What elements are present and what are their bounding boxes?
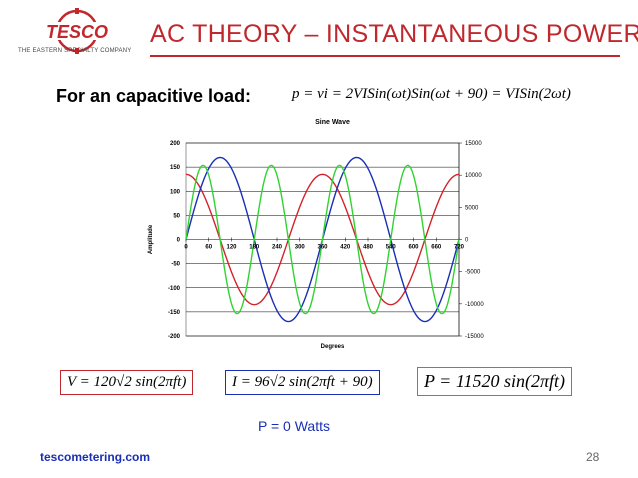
y2-tick-label: 15000 [465,141,482,147]
y-tick-label: 50 [173,213,180,219]
y-axis-label: Amplitude [148,224,154,254]
chart-title: Sine Wave [315,119,350,126]
x-axis-label: Degrees [321,344,345,350]
x-tick-label: 60 [205,245,212,251]
x-tick-label: 360 [317,245,328,251]
x-tick-label: 180 [249,245,260,251]
x-tick-label: 720 [454,245,465,251]
y2-tick-label: 10000 [465,173,482,179]
logo-text: TESCO [46,22,108,42]
x-tick-label: 0 [184,245,188,251]
power-formula: P = 11520 sin(2πft) [417,367,572,396]
y-tick-label: 100 [170,189,181,195]
y-tick-label: 200 [170,141,181,147]
y-tick-label: 0 [177,238,181,244]
subtitle: For an capacitive load: [56,86,252,106]
tesco-logo: TESCO [32,8,122,54]
x-tick-label: 120 [226,245,237,251]
x-tick-label: 480 [363,245,374,251]
y-tick-label: -200 [168,334,181,340]
y-tick-label: -100 [168,286,181,292]
y2-tick-label: 0 [465,238,469,244]
current-formula: I = 96√2 sin(2πft + 90) [225,370,380,395]
sine-wave-chart: 200 150 100 50 0 -50 -100 -150 -200 0 60 120 180 240 3… [148,119,484,350]
x-tick-label: 420 [340,245,351,251]
voltage-formula: V = 120√2 sin(2πft) [60,370,194,395]
x-tick-label: 600 [408,245,419,251]
y2-tick-label: -15000 [465,334,484,340]
chart-labels: 200 150 100 50 0 -50 -100 -150 -200 0 60 120 180 240 3… [148,119,484,350]
power-equation: p = vi = 2VISin(ωt)Sin(ωt + 90) = VISin(… [292,86,571,102]
title-divider [150,55,620,57]
y-tick-label: 150 [170,165,181,171]
y-tick-label: -50 [171,262,180,268]
x-tick-label: 240 [272,245,283,251]
y2-tick-label: 5000 [465,205,479,211]
series-line-3 [185,164,460,315]
chart-grid [185,142,462,337]
y2-tick-label: -10000 [465,302,484,308]
series-line-1 [185,173,460,306]
page-title: AC THEORY – INSTANTANEOUS POWER [150,20,638,48]
x-tick-label: 540 [386,245,397,251]
logo-tagline: THE EASTERN SPECIALTY COMPANY [18,48,132,54]
y2-tick-label: -5000 [465,270,481,276]
x-tick-label: 300 [295,245,306,251]
page-number: 28 [586,450,600,464]
y-tick-label: -150 [168,310,181,316]
x-tick-label: 660 [431,245,442,251]
power-result: P = 0 Watts [258,418,330,434]
chart-series [185,156,460,323]
footer-website[interactable]: tescometering.com [40,450,151,464]
